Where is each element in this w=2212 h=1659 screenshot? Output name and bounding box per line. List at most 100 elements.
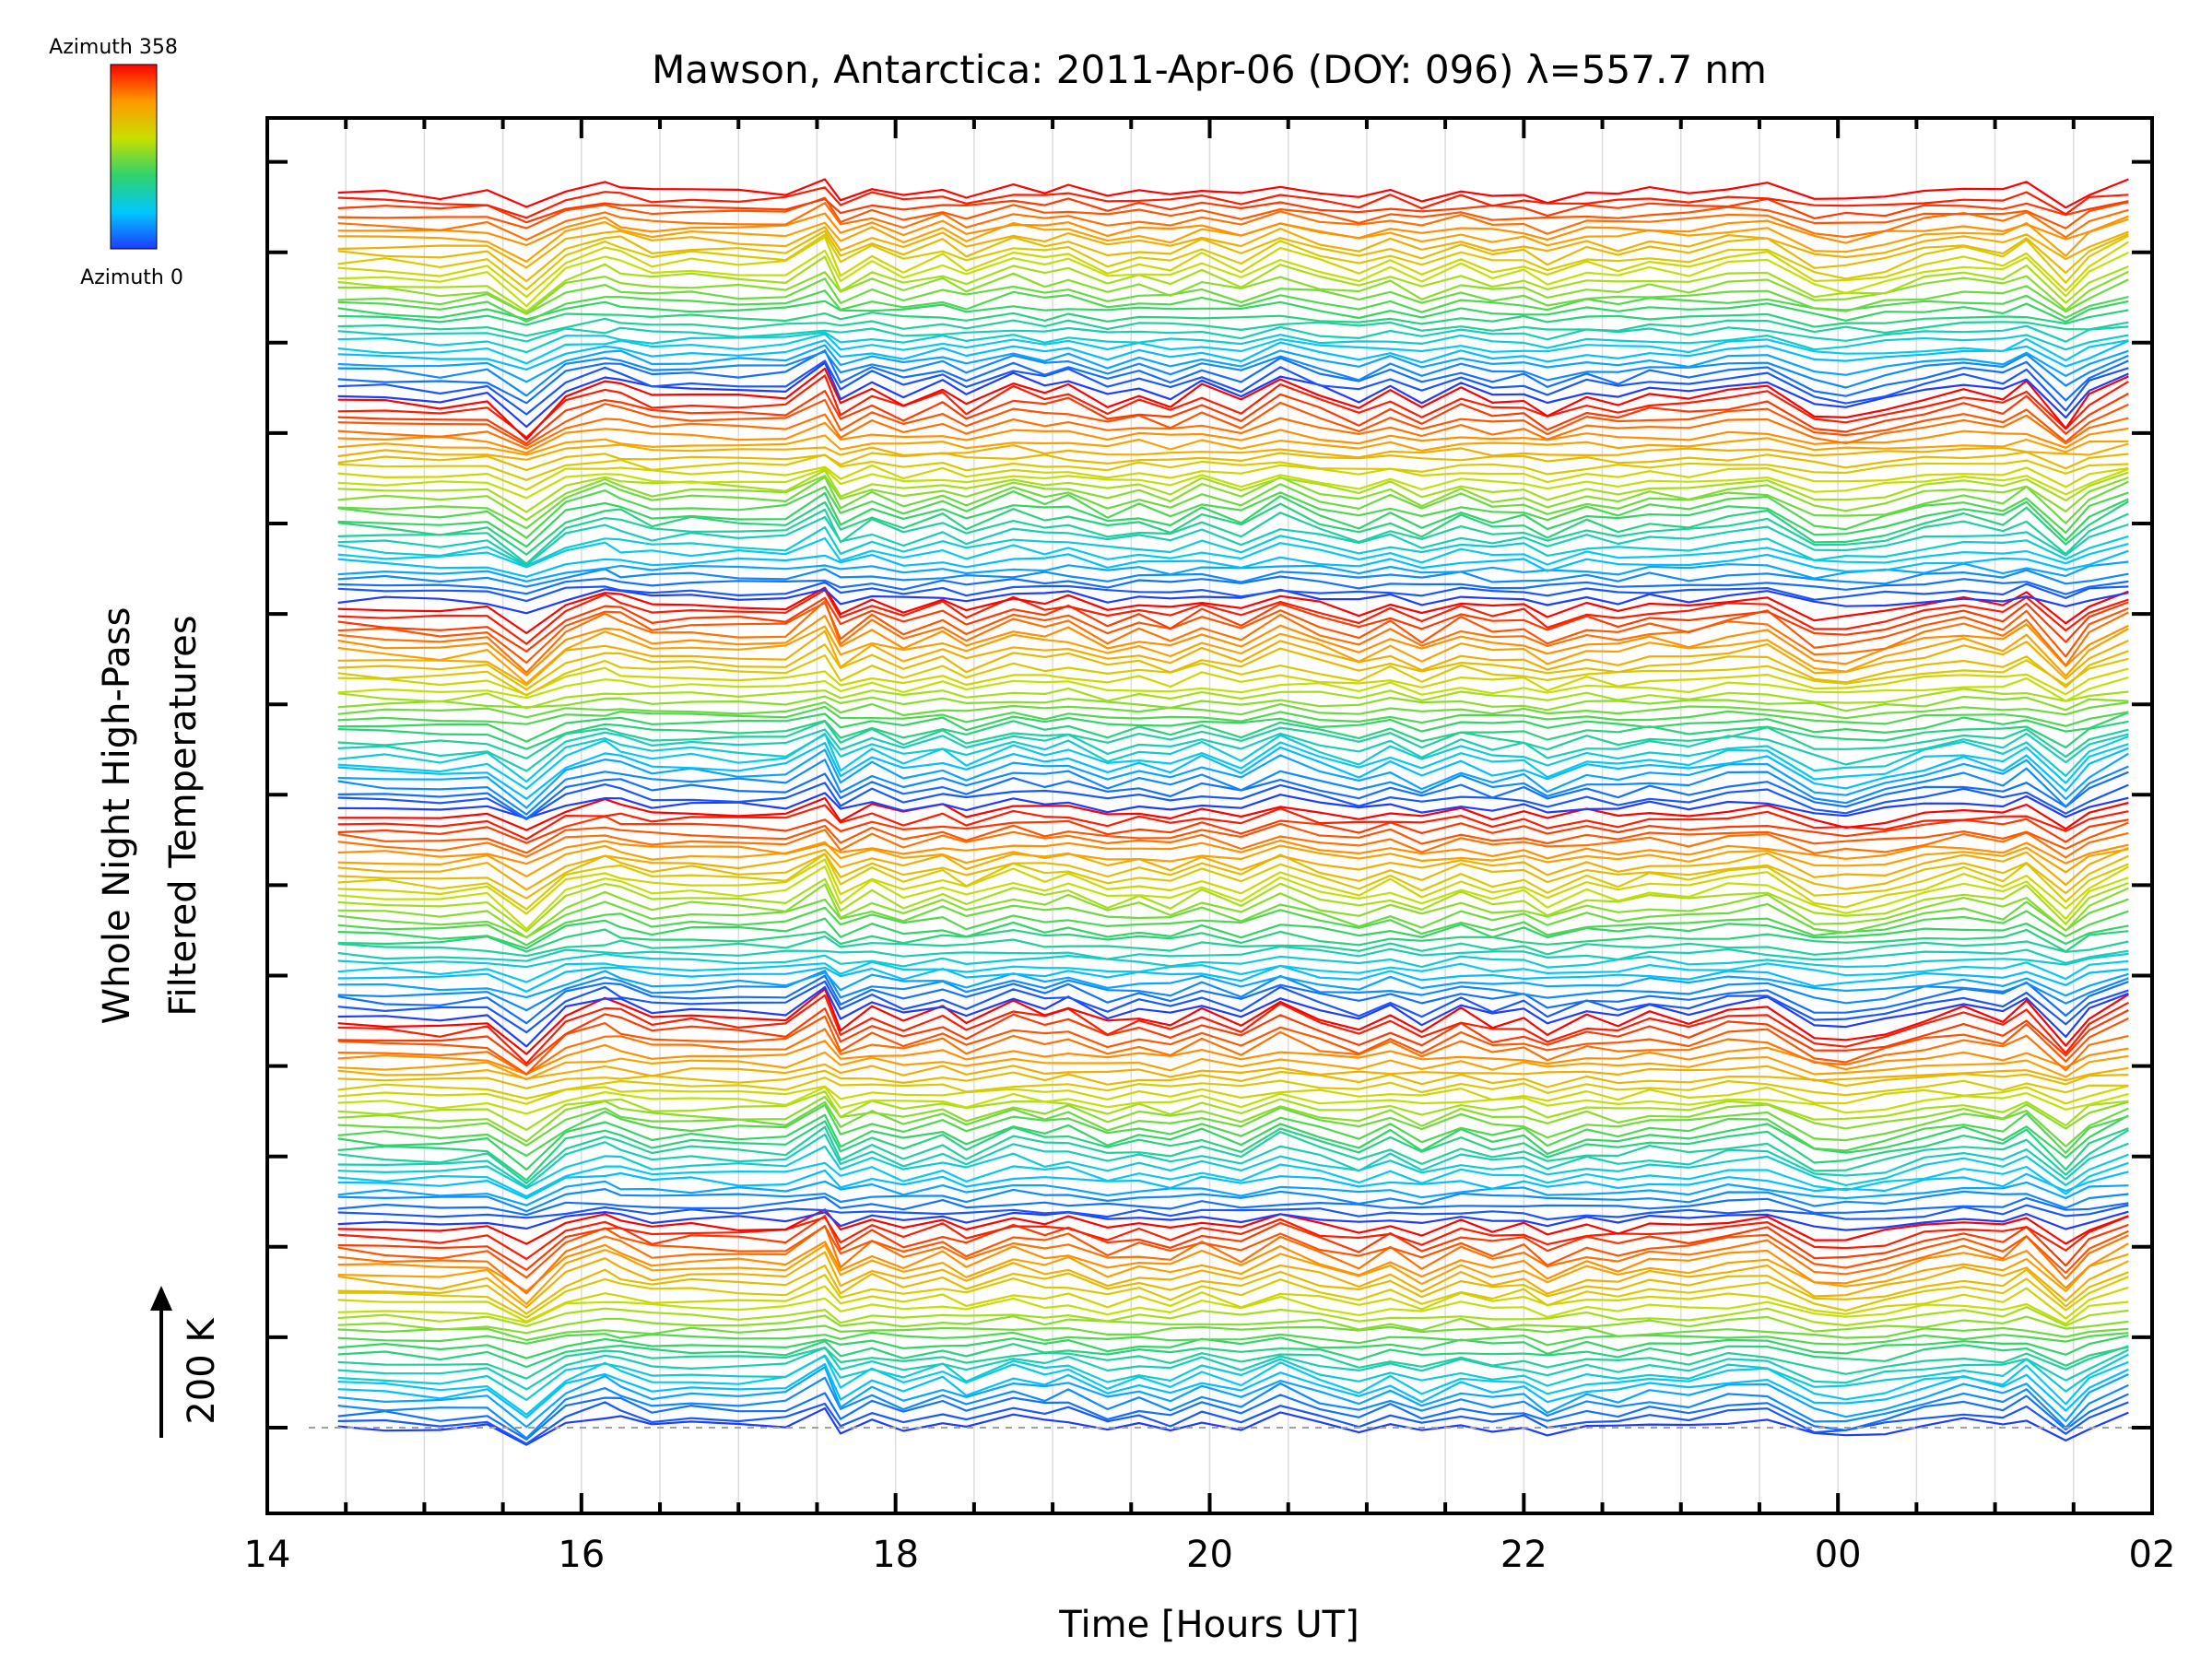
trace-line xyxy=(337,588,2129,615)
trace-line xyxy=(337,1069,2129,1089)
trace-line xyxy=(337,1086,2129,1115)
trace-line xyxy=(337,515,2129,567)
trace-line xyxy=(337,643,2129,691)
colorbar-gradient xyxy=(110,64,158,250)
scale-arrowhead-icon xyxy=(150,1286,172,1311)
trace-line xyxy=(337,434,2129,456)
trace-line xyxy=(337,236,2129,299)
trace-line xyxy=(337,839,2129,865)
trace-line xyxy=(337,1125,2129,1184)
trace-line xyxy=(337,821,2129,854)
trace-line xyxy=(337,344,2129,383)
trace-line xyxy=(337,1015,2129,1076)
x-tick-label: 14 xyxy=(244,1534,291,1576)
azimuth-colorbar: Azimuth 358 Azimuth 0 xyxy=(49,36,183,289)
trace-line xyxy=(337,390,2129,445)
trace-line xyxy=(337,525,2129,568)
trace-line xyxy=(337,398,2129,447)
trace-line xyxy=(337,952,2129,969)
trace-line xyxy=(337,1331,2129,1347)
trace-line xyxy=(337,1063,2129,1082)
trace-line xyxy=(337,1095,2129,1143)
trace-line xyxy=(337,985,2129,1048)
trace-line xyxy=(337,980,2129,1034)
trace-line xyxy=(337,1324,2129,1342)
trace-line xyxy=(337,759,2129,816)
trace-line xyxy=(337,1208,2129,1245)
trace-line xyxy=(337,1366,2129,1429)
trace-line xyxy=(337,853,2129,911)
trace-line xyxy=(337,1243,2129,1305)
trace-line xyxy=(337,467,2129,500)
trace-line xyxy=(337,712,2129,743)
trace-line xyxy=(337,728,2129,772)
y-tick-marks xyxy=(267,159,2152,1430)
trace-line xyxy=(337,197,2129,224)
trace-line xyxy=(337,935,2129,958)
trace-line xyxy=(337,588,2129,645)
trace-line xyxy=(337,508,2129,565)
colorbar-top-label: Azimuth 358 xyxy=(49,36,178,59)
trace-line xyxy=(337,586,2129,635)
trace-line xyxy=(337,1339,2129,1369)
trace-line xyxy=(337,815,2129,844)
trace-line xyxy=(337,178,2129,209)
trace-line xyxy=(337,883,2129,939)
y-axis-label-line2: Filtered Temperatures xyxy=(162,615,205,1016)
trace-line xyxy=(337,1040,2129,1076)
trace-line xyxy=(337,249,2129,308)
trace-line xyxy=(337,333,2129,365)
x-tick-label: 18 xyxy=(872,1534,919,1576)
trace-line xyxy=(337,1215,2129,1271)
trace-line xyxy=(337,865,2129,931)
trace-line xyxy=(337,1335,2129,1359)
trace-line xyxy=(337,906,2129,947)
trace-line xyxy=(337,1285,2129,1324)
data-traces xyxy=(337,178,2129,1446)
trace-line xyxy=(337,1305,2129,1328)
trace-line xyxy=(337,1133,2129,1188)
trace-line xyxy=(337,349,2129,405)
trace-line xyxy=(337,186,2129,219)
trace-line xyxy=(337,1345,2129,1380)
trace-line xyxy=(337,625,2129,685)
trace-line xyxy=(337,629,2129,687)
trace-line xyxy=(337,1028,2129,1076)
trace-line xyxy=(337,858,2129,915)
trace-line xyxy=(337,233,2129,291)
trace-line xyxy=(337,1187,2129,1213)
trace-line xyxy=(337,451,2129,472)
trace-line xyxy=(337,700,2129,720)
trace-line xyxy=(337,928,2129,953)
trace-line xyxy=(337,339,2129,371)
trace-line xyxy=(337,300,2129,324)
trace-line xyxy=(337,453,2129,481)
trace-line xyxy=(337,1180,2129,1206)
trace-line xyxy=(337,1314,2129,1335)
trace-line xyxy=(337,987,2129,1055)
trace-line xyxy=(337,1224,2129,1295)
trace-line xyxy=(337,846,2129,891)
trace-line xyxy=(337,1225,2129,1279)
trace-line xyxy=(337,491,2129,548)
x-tick-labels: 14 16 18 20 22 00 02 xyxy=(244,1534,2176,1576)
trace-line xyxy=(337,705,2129,727)
trace-line xyxy=(337,945,2129,965)
trace-line xyxy=(337,601,2129,665)
trace-line xyxy=(337,413,2129,450)
trace-line xyxy=(337,1264,2129,1315)
trace-line xyxy=(337,994,2129,1065)
trace-line xyxy=(337,877,2129,933)
trace-line xyxy=(337,568,2129,588)
trace-line xyxy=(337,229,2129,283)
trace-line xyxy=(337,719,2129,750)
trace-line xyxy=(337,720,2129,760)
trace-line xyxy=(337,500,2129,556)
trace-line xyxy=(337,317,2129,337)
trace-line xyxy=(337,599,2129,674)
trace-line xyxy=(337,255,2129,312)
trace-line xyxy=(337,350,2129,397)
x-axis-label: Time [Hours UT] xyxy=(1058,1604,1359,1646)
trace-line xyxy=(337,1215,2129,1261)
trace-line xyxy=(337,804,2129,841)
